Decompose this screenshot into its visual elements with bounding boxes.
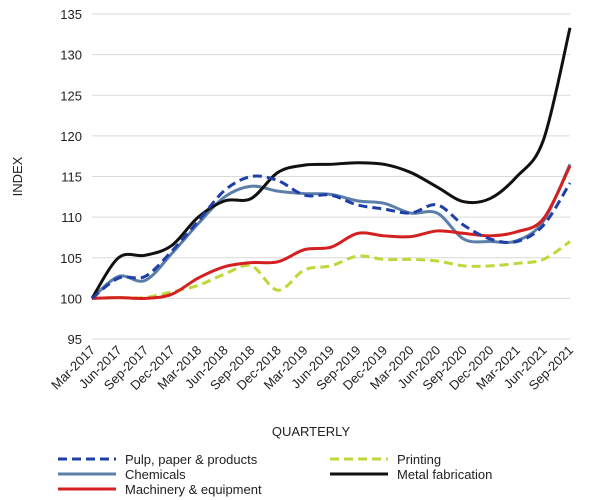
legend-label: Metal fabrication	[397, 467, 492, 482]
legend-label: Machinery & equipment	[125, 482, 262, 497]
y-tick-label: 95	[68, 332, 82, 347]
y-tick-label: 125	[60, 88, 82, 103]
series-line-printing	[91, 240, 571, 300]
gridlines	[92, 13, 570, 340]
y-axis-ticks: 95 100 105 110 115 120 125 130 135	[60, 7, 82, 347]
y-tick-label: 130	[60, 48, 82, 63]
series-line-metal-fabrication	[90, 27, 572, 300]
y-tick-label: 105	[60, 251, 82, 266]
series-line-pulp-paper-products	[91, 174, 572, 300]
y-tick-label: 115	[61, 170, 82, 185]
y-tick-label: 135	[60, 7, 82, 22]
legend-label: Chemicals	[125, 467, 186, 482]
series-line-chemicals	[91, 163, 572, 300]
y-tick-label: 120	[60, 129, 82, 144]
y-tick-label: 100	[60, 291, 82, 306]
x-axis-title: QUARTERLY	[272, 424, 351, 439]
y-axis-title: INDEX	[10, 156, 25, 196]
legend-label: Printing	[397, 452, 441, 467]
x-axis-ticks: Mar-2017Jun-2017Sep-2017Dec-2017Mar-2018…	[48, 343, 576, 393]
series-lines	[90, 27, 572, 300]
y-tick-label: 110	[61, 210, 82, 225]
series-line-machinery-equipment	[91, 165, 572, 300]
legend-label: Pulp, paper & products	[125, 452, 258, 467]
